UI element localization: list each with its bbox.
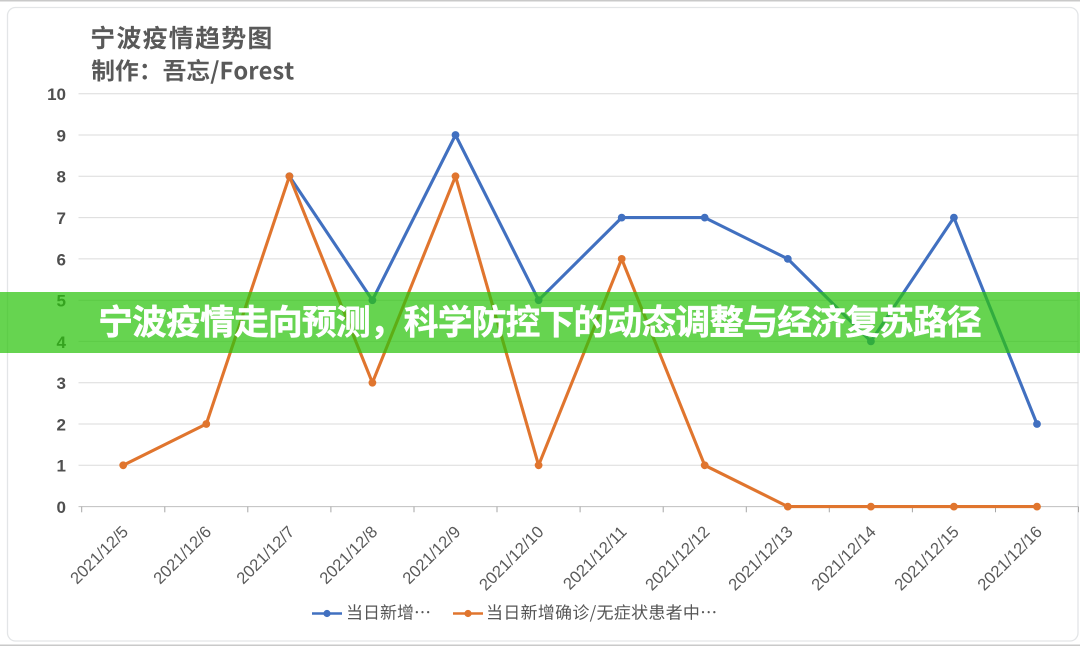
- svg-text:0: 0: [57, 498, 66, 517]
- svg-text:2: 2: [57, 415, 66, 434]
- svg-text:10: 10: [47, 85, 66, 104]
- svg-text:6: 6: [57, 250, 66, 269]
- svg-text:8: 8: [57, 168, 66, 187]
- svg-text:1: 1: [57, 457, 66, 476]
- svg-text:3: 3: [57, 374, 66, 393]
- svg-text:9: 9: [57, 126, 66, 145]
- svg-text:7: 7: [57, 209, 66, 228]
